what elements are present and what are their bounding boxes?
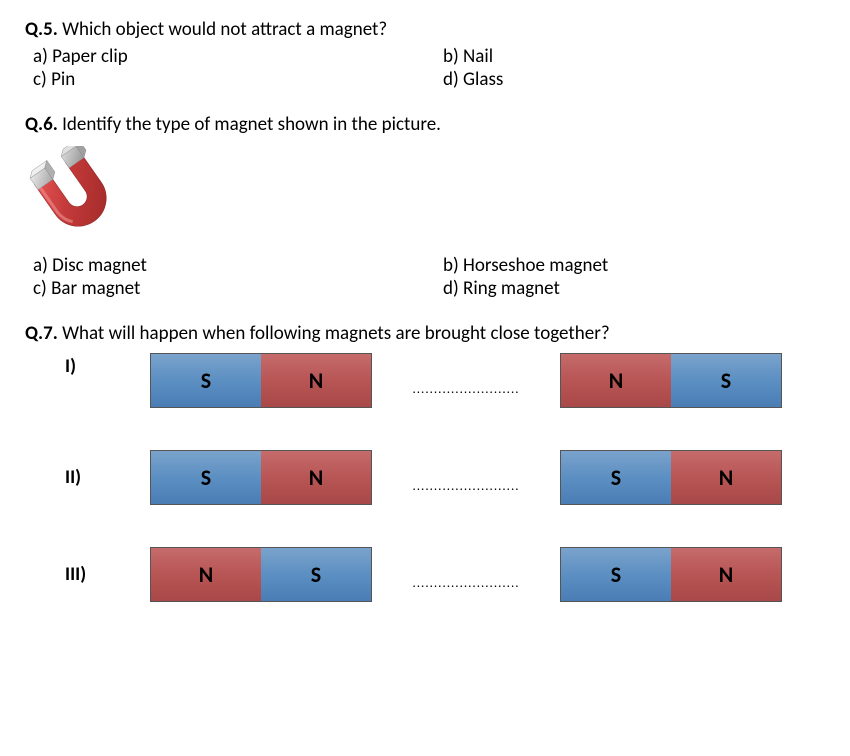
row-1-right-pole-1: N [561, 354, 671, 407]
q5-number: Q.5. [25, 18, 58, 41]
q6-option-d: d) Ring magnet [443, 277, 560, 300]
q6-options-row-2: c) Bar magnet d) Ring magnet [33, 277, 825, 300]
row-1-dots: ......................... [372, 364, 560, 397]
q7-text: What will happen when following magnets … [62, 322, 610, 345]
row-1-left-pole-1: S [151, 354, 261, 407]
question-6: Q.6. Identify the type of magnet shown i… [25, 113, 825, 300]
row-3-label: III) [25, 563, 150, 586]
row-3-right-pole-1: S [561, 548, 671, 601]
row-2-dots: ......................... [372, 461, 560, 494]
q7-title: Q.7. What will happen when following mag… [25, 322, 825, 345]
row-3-magnet-left: N S [150, 547, 372, 602]
q6-title: Q.6. Identify the type of magnet shown i… [25, 113, 825, 136]
q6-number: Q.6. [25, 113, 58, 136]
row-2-magnet-right: S N [560, 450, 782, 505]
q6-option-a: a) Disc magnet [33, 254, 443, 277]
horseshoe-magnet-image [27, 146, 825, 246]
row-2-left-pole-2: N [261, 451, 371, 504]
row-2-magnet-left: S N [150, 450, 372, 505]
row-3-dots: ......................... [372, 558, 560, 591]
row-1-left-pole-2: N [261, 354, 371, 407]
horseshoe-magnet-svg [27, 146, 127, 241]
q6-text: Identify the type of magnet shown in the… [62, 113, 441, 136]
row-2-left-pole-1: S [151, 451, 261, 504]
row-2-right-pole-1: S [561, 451, 671, 504]
q5-title: Q.5. Which object would not attract a ma… [25, 18, 825, 41]
row-1-right-pole-2: S [671, 354, 781, 407]
row-3-right-pole-2: N [671, 548, 781, 601]
row-3-magnet-right: S N [560, 547, 782, 602]
row-2-label: II) [25, 466, 150, 489]
magnet-row-1: I) S N ......................... N S [25, 353, 825, 408]
question-5: Q.5. Which object would not attract a ma… [25, 18, 825, 91]
q5-option-a: a) Paper clip [33, 45, 443, 68]
q5-option-d: d) Glass [443, 68, 503, 91]
q7-number: Q.7. [25, 322, 58, 345]
q5-option-c: c) Pin [33, 68, 443, 91]
question-7: Q.7. What will happen when following mag… [25, 322, 825, 602]
q6-option-b: b) Horseshoe magnet [443, 254, 608, 277]
magnet-row-3: III) N S ......................... S N [25, 547, 825, 602]
q5-option-b: b) Nail [443, 45, 493, 68]
q5-text: Which object would not attract a magnet? [62, 18, 387, 41]
row-1-magnet-left: S N [150, 353, 372, 408]
row-3-left-pole-2: S [261, 548, 371, 601]
q6-option-c: c) Bar magnet [33, 277, 443, 300]
row-2-right-pole-2: N [671, 451, 781, 504]
q5-options-row-1: a) Paper clip b) Nail [33, 45, 825, 68]
row-1-label: I) [25, 353, 150, 378]
magnet-row-2: II) S N ......................... S N [25, 450, 825, 505]
q6-options-row-1: a) Disc magnet b) Horseshoe magnet [33, 254, 825, 277]
row-1-magnet-right: N S [560, 353, 782, 408]
q5-options-row-2: c) Pin d) Glass [33, 68, 825, 91]
row-3-left-pole-1: N [151, 548, 261, 601]
magnet-rows-container: I) S N ......................... N S II)… [25, 353, 825, 602]
